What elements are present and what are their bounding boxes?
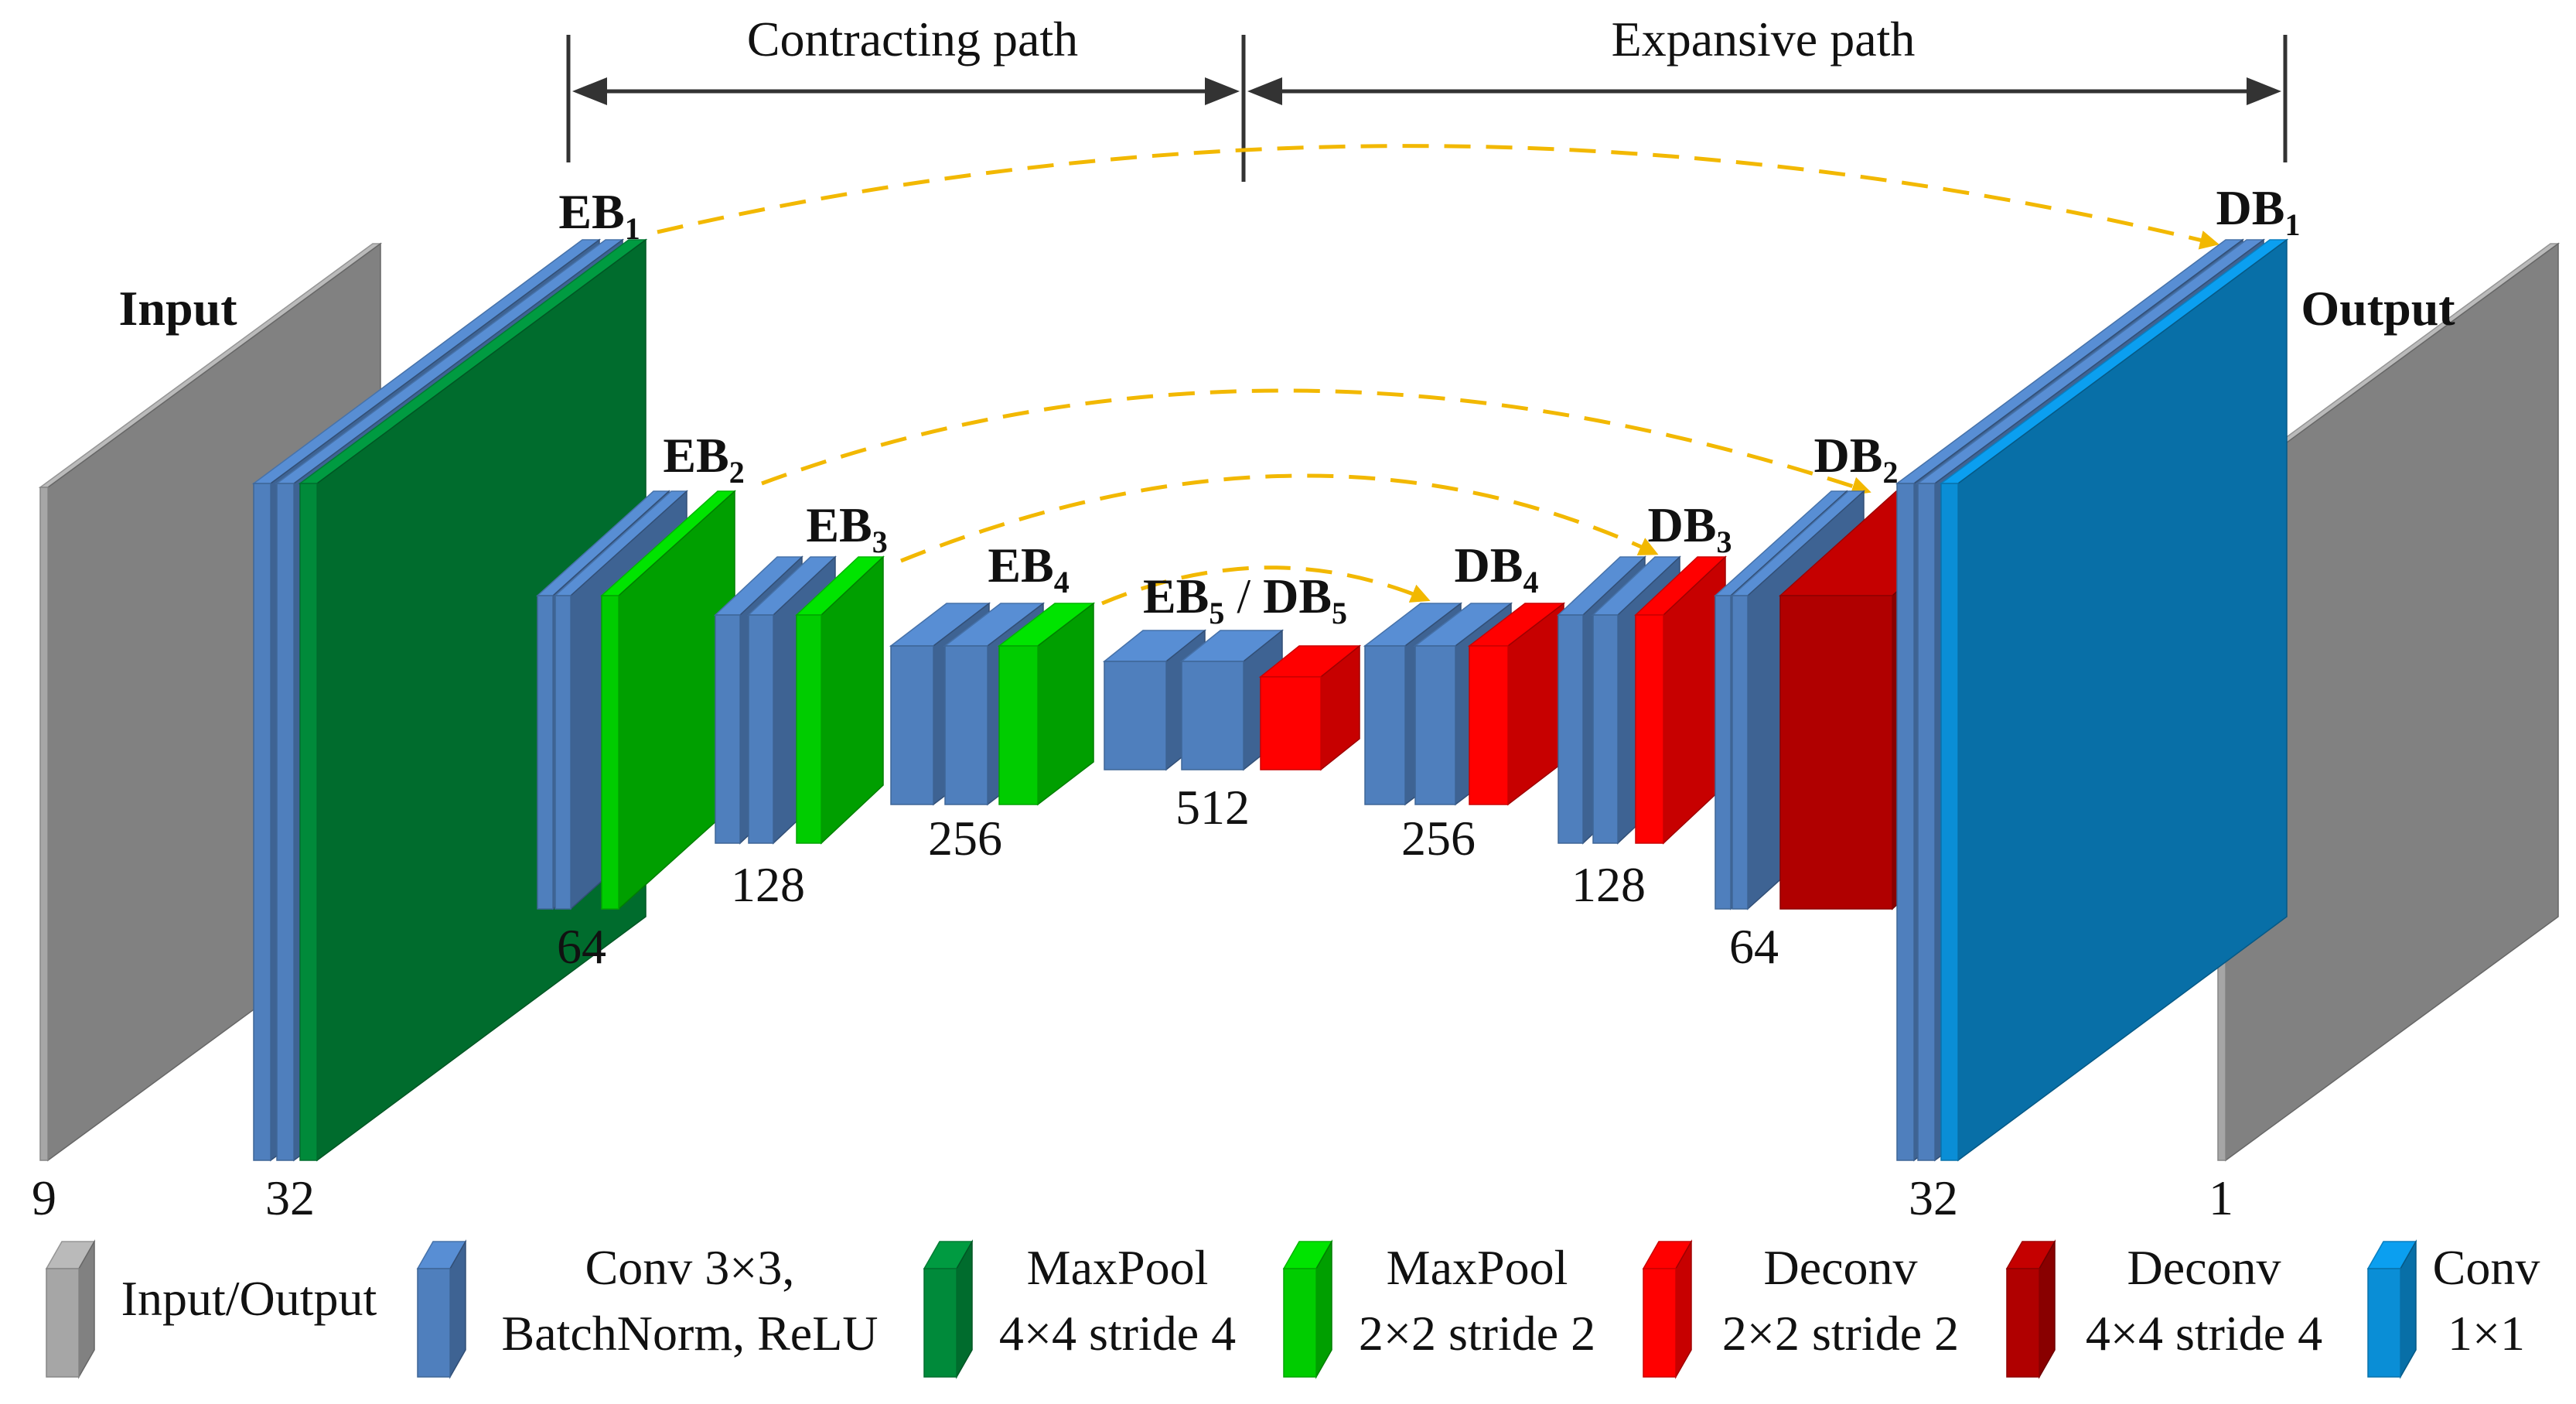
eb2-maxpool-layer: [600, 490, 736, 910]
legend-conv3-swatch: [416, 1239, 467, 1379]
legend-deconv4-swatch: [2005, 1239, 2056, 1379]
skip-arrow-2: [761, 388, 1871, 496]
eb1-maxpool-layer: [298, 238, 648, 1162]
legend-maxpool4-swatch: [923, 1239, 974, 1379]
legend-deconv2-swatch: [1642, 1239, 1693, 1379]
skip-connections: [657, 144, 2219, 606]
network-blocks: [38, 238, 2561, 1162]
eb1-label: EB1: [558, 184, 640, 246]
legend: [45, 1239, 2417, 1379]
channels-eb2: 64: [557, 919, 606, 974]
legend-maxpool2-swatch: [1282, 1239, 1333, 1379]
eb3-label: EB3: [806, 497, 887, 559]
channels-db4: 256: [1401, 811, 1476, 866]
eb4-maxpool-layer: [997, 602, 1096, 806]
legend-deconv2-line1: Deconv: [1763, 1240, 1917, 1295]
path-bracket: [566, 35, 2288, 182]
eb2-label: EB2: [663, 428, 744, 490]
channels-db2: 64: [1729, 919, 1779, 974]
skip-arrow-3: [900, 473, 1659, 563]
db5-deconv-layer: [1258, 644, 1362, 771]
skip-arrow-1: [657, 144, 2219, 250]
channels-bottleneck: 512: [1175, 780, 1250, 835]
legend-deconv2-line2: 2×2 stride 2: [1722, 1306, 1959, 1361]
eb5-db5-label: EB5 / DB5: [1143, 569, 1347, 630]
expansive-path-label: Expansive path: [1612, 12, 1916, 67]
db3-deconv-layer: [1634, 555, 1727, 845]
legend-deconv4-line2: 4×4 stride 4: [2086, 1306, 2322, 1361]
db4-label: DB4: [1455, 538, 1539, 600]
db1-conv1x1-layer: [1939, 238, 2289, 1162]
db1-label: DB1: [2216, 180, 2301, 242]
legend-io-text: Input/Output: [121, 1271, 377, 1326]
channels-output: 1: [2209, 1170, 2233, 1225]
legend-conv1-line2: 1×1: [2448, 1306, 2525, 1361]
channels-eb4: 256: [928, 811, 1002, 866]
channels-db1: 32: [1909, 1170, 1958, 1225]
eb3-maxpool-layer: [795, 555, 885, 845]
legend-maxpool4-line2: 4×4 stride 4: [999, 1306, 1236, 1361]
db3-label: DB3: [1648, 497, 1732, 559]
legend-io-swatch: [45, 1239, 96, 1379]
eb4-label: EB4: [988, 538, 1069, 600]
skip-arrow-4: [1101, 565, 1431, 606]
legend-maxpool2-line1: MaxPool: [1387, 1240, 1568, 1295]
legend-deconv4-line1: Deconv: [2127, 1240, 2281, 1295]
contracting-path-label: Contracting path: [747, 12, 1078, 67]
legend-maxpool4-line1: MaxPool: [1027, 1240, 1209, 1295]
legend-conv1-swatch: [2366, 1239, 2417, 1379]
legend-conv3-line1: Conv 3×3,: [585, 1240, 795, 1295]
input-label: Input: [119, 281, 238, 336]
channels-input: 9: [32, 1170, 56, 1225]
channels-eb1: 32: [265, 1170, 315, 1225]
legend-conv1-line1: Conv: [2433, 1240, 2540, 1295]
channels-eb3: 128: [731, 857, 805, 912]
legend-conv3-line2: BatchNorm, ReLU: [502, 1306, 879, 1361]
db4-deconv-layer: [1467, 602, 1566, 806]
output-label: Output: [2301, 281, 2455, 336]
legend-maxpool2-line2: 2×2 stride 2: [1359, 1306, 1595, 1361]
db2-label: DB2: [1814, 428, 1899, 490]
channels-db3: 128: [1571, 857, 1646, 912]
